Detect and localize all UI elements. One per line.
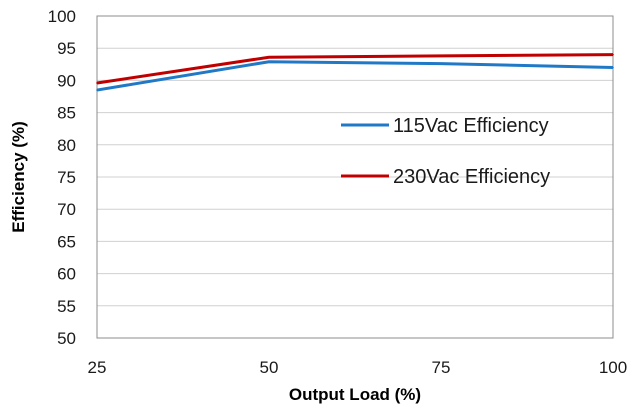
series-line-1 bbox=[96, 60, 614, 92]
legend: 115Vac Efficiency 230Vac Efficiency bbox=[341, 115, 550, 188]
data-point bbox=[96, 82, 98, 84]
y-tick-label: 60 bbox=[57, 265, 76, 284]
y-axis-ticks: 100 95 90 85 80 75 70 65 60 55 50 bbox=[48, 7, 76, 348]
data-point bbox=[440, 55, 442, 57]
x-axis-title: Output Load (%) bbox=[289, 385, 421, 404]
data-point bbox=[268, 60, 270, 63]
y-tick-label: 75 bbox=[57, 168, 76, 187]
legend-label-2: 230Vac Efficiency bbox=[393, 166, 550, 188]
y-tick-label: 95 bbox=[57, 39, 76, 58]
series-line-2 bbox=[96, 53, 614, 85]
series-lines bbox=[96, 53, 614, 92]
data-point bbox=[440, 62, 442, 65]
y-tick-label: 55 bbox=[57, 297, 76, 316]
y-tick-label: 100 bbox=[48, 7, 76, 26]
x-axis-ticks: 25 50 75 100 bbox=[88, 358, 628, 377]
y-tick-label: 50 bbox=[57, 329, 76, 348]
data-point bbox=[612, 53, 614, 56]
y-tick-label: 85 bbox=[57, 104, 76, 123]
data-point bbox=[268, 56, 270, 59]
x-tick-label: 75 bbox=[432, 358, 451, 377]
y-tick-label: 70 bbox=[57, 200, 76, 219]
x-tick-label: 100 bbox=[599, 358, 627, 377]
plot-area-frame bbox=[96, 15, 614, 339]
x-tick-label: 50 bbox=[260, 358, 279, 377]
y-tick-label: 80 bbox=[57, 136, 76, 155]
data-point bbox=[96, 89, 98, 91]
y-axis-title: Efficiency (%) bbox=[9, 121, 28, 232]
x-tick-label: 25 bbox=[88, 358, 107, 377]
legend-label-1: 115Vac Efficiency bbox=[393, 115, 549, 137]
y-tick-label: 65 bbox=[57, 232, 76, 251]
y-tick-label: 90 bbox=[57, 71, 76, 90]
data-point bbox=[612, 66, 614, 69]
